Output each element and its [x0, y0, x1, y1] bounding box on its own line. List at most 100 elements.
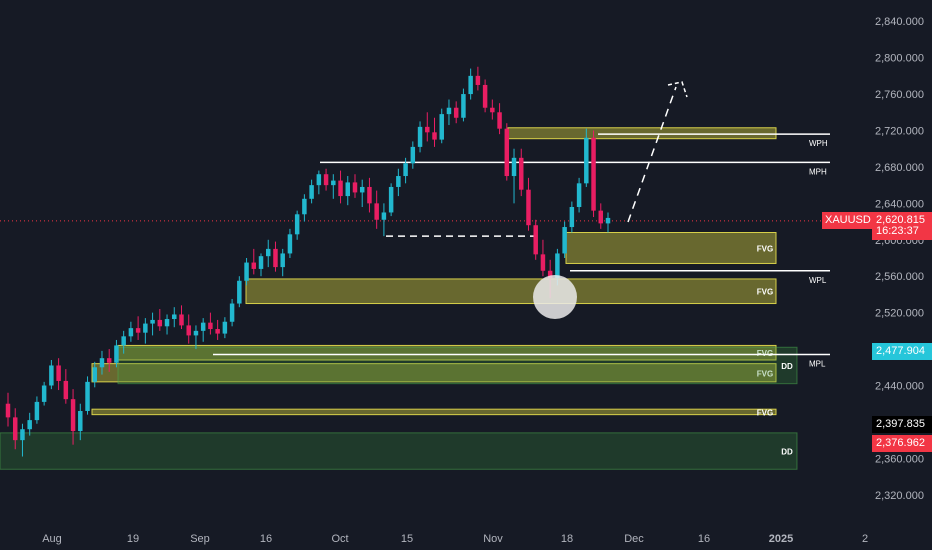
candle-body	[121, 336, 126, 346]
candle-body	[27, 420, 32, 430]
x-tick-label: 16	[260, 533, 272, 545]
x-tick-label: 15	[401, 533, 413, 545]
dd-label: DD	[781, 448, 793, 457]
fvg-label: FVG	[757, 369, 773, 378]
fvg-zone	[91, 363, 777, 383]
candle-body	[56, 365, 61, 381]
candle-body	[490, 107, 495, 113]
current-price-tag: 2,620.815 16:23:37	[872, 211, 932, 240]
candle-body	[576, 183, 582, 207]
x-tick-label: Nov	[483, 533, 503, 545]
y-tick-label: 2,720.000	[875, 126, 924, 138]
x-tick-label: 16	[698, 533, 710, 545]
candle-body	[569, 207, 575, 228]
y-tick-label: 2,760.000	[875, 89, 924, 101]
x-tick-label: Oct	[331, 533, 348, 545]
level-label: MPH	[809, 167, 827, 176]
candle-body	[584, 137, 589, 184]
candle-body	[461, 94, 466, 118]
candle-body	[453, 107, 459, 118]
candle-body	[468, 75, 473, 95]
candle-body	[135, 328, 141, 333]
x-tick-label: Sep	[190, 533, 210, 545]
candle-body	[208, 322, 213, 330]
dd-label: DD	[781, 362, 793, 371]
candle-body	[273, 248, 278, 268]
x-tick-label: 19	[127, 533, 139, 545]
candle-body	[114, 345, 119, 363]
candle-body	[287, 234, 293, 254]
projection-arrow-line	[627, 86, 677, 223]
candle-body	[179, 314, 184, 326]
fvg-zone	[245, 278, 777, 305]
fvg-label: FVG	[757, 244, 773, 253]
candle-body	[251, 262, 257, 269]
fvg-label: FVG	[757, 408, 773, 417]
candle-body	[258, 256, 264, 269]
y-tick-label: 2,560.000	[875, 271, 924, 283]
candle-body	[70, 399, 76, 432]
price-tag: 2,376.962	[872, 434, 932, 452]
candle-body	[150, 319, 155, 324]
x-tick-label: 2	[862, 533, 868, 545]
candle-body	[598, 210, 604, 224]
candle-body	[302, 198, 307, 215]
current-price-value: 2,620.815	[876, 213, 925, 226]
dd-zone	[117, 346, 798, 385]
candle-body	[388, 186, 394, 213]
candle-body	[396, 176, 401, 187]
sweep-highlight-circle	[533, 275, 577, 319]
candle-body	[244, 262, 249, 281]
price-tag: 2,477.904	[872, 342, 932, 360]
fvg-label: FVG	[757, 288, 773, 297]
candle-body	[446, 107, 452, 115]
fvg-zone	[507, 127, 777, 140]
candle-body	[533, 225, 538, 255]
y-tick-label: 2,520.000	[875, 308, 924, 320]
candle-body	[41, 385, 47, 402]
candle-body	[381, 212, 387, 220]
fvg-label: FVG	[757, 349, 773, 358]
candle-body	[519, 157, 524, 190]
candle-body	[193, 330, 199, 336]
candle-body	[367, 186, 372, 204]
dd-zone	[0, 432, 798, 470]
x-tick-label: 2025	[769, 533, 793, 545]
candle-body	[359, 186, 365, 193]
candle-body	[128, 328, 134, 337]
candle-body	[345, 182, 350, 197]
level-label: WPL	[809, 276, 827, 285]
candle-body	[547, 270, 553, 279]
candle-body	[511, 157, 517, 177]
y-tick-label: 2,840.000	[875, 16, 924, 28]
candle-body	[323, 174, 329, 186]
candle-body	[475, 75, 481, 85]
level-label: MPL	[809, 360, 826, 369]
candle-body	[157, 319, 163, 327]
candle-body	[425, 126, 430, 133]
candle-body	[417, 126, 423, 147]
candle-body	[5, 403, 11, 418]
candle-body	[338, 180, 343, 197]
candle-body	[85, 381, 90, 411]
candle-body	[63, 380, 69, 400]
level-label: WPH	[809, 139, 828, 148]
projection-arrow-head	[667, 81, 688, 98]
candle-body	[200, 322, 206, 331]
candle-body	[497, 112, 502, 129]
candle-body	[215, 329, 220, 334]
candle-body	[143, 323, 148, 333]
candle-body	[294, 214, 300, 235]
candle-body	[439, 114, 444, 140]
candle-body	[49, 365, 54, 386]
candle-body	[164, 319, 170, 327]
candle-body	[106, 358, 112, 363]
y-tick-label: 2,360.000	[875, 453, 924, 465]
symbol-tag: XAUUSD	[822, 211, 874, 229]
candle-body	[410, 146, 416, 164]
x-tick-label: Dec	[624, 533, 644, 545]
candle-body	[504, 128, 510, 177]
y-tick-label: 2,440.000	[875, 381, 924, 393]
